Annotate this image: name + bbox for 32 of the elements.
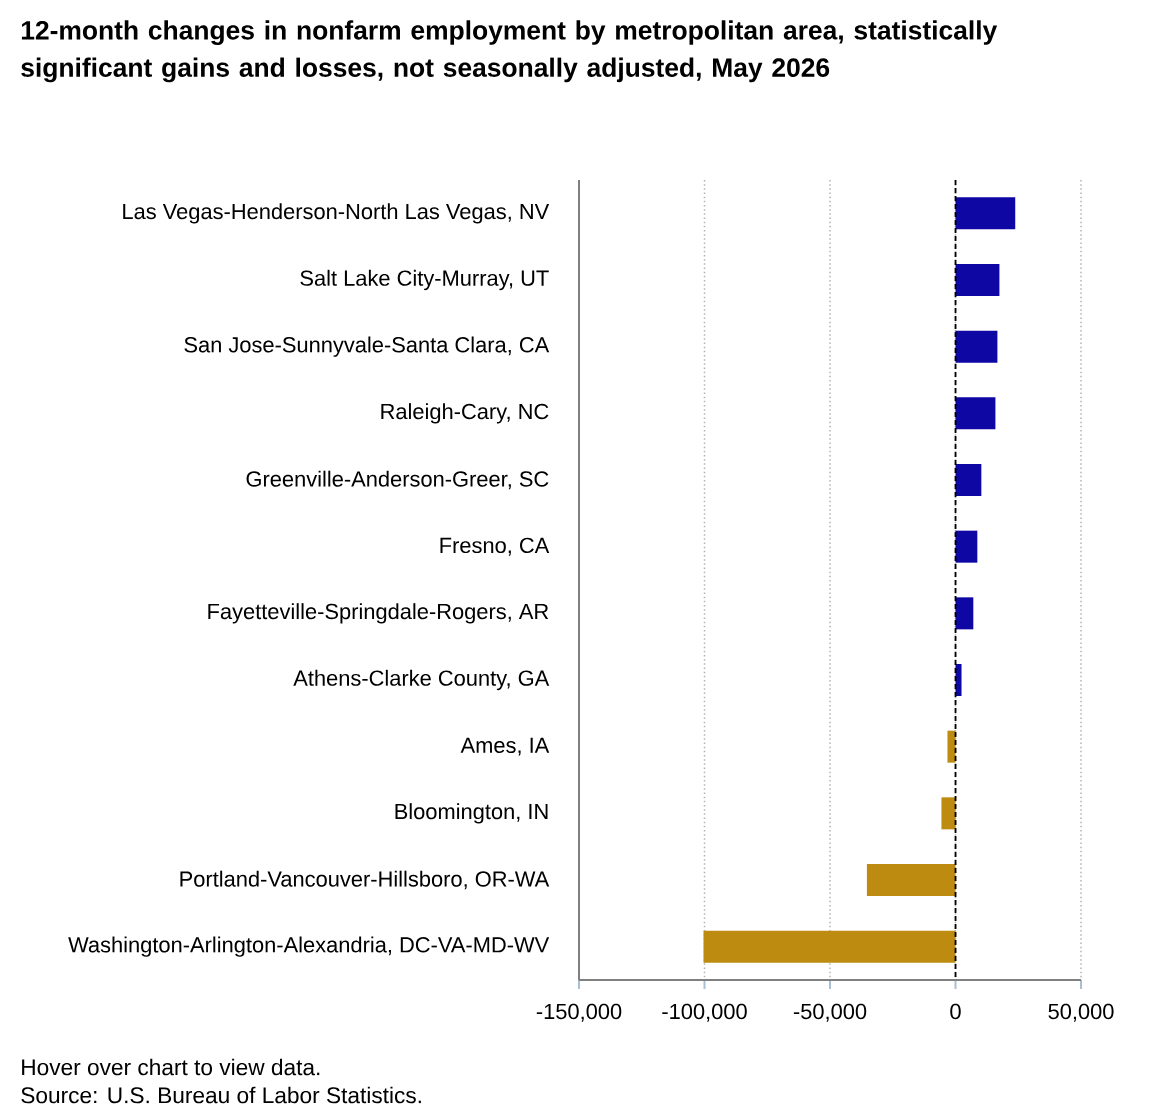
bar (955, 397, 996, 430)
y-tick-label: San Jose-Sunnyvale-Santa Clara, CA (184, 336, 550, 357)
y-tick-label: Fayetteville-Springdale-Rogers, AR (208, 603, 549, 624)
chart-title: 12-month changes in nonfarm employment by metropolitan area, statistically significant gains and losses, not seasonally adjusted, May 2026 (21, 20, 998, 83)
x-tick-label: 0 (950, 1003, 961, 1020)
bar (955, 597, 974, 630)
y-tick-label: Washington-Arlington-Alexandria, DC-VA-MD-WV (68, 936, 550, 957)
bar (955, 330, 998, 363)
bar (955, 664, 962, 697)
y-tick-label: Fresno, CA (440, 537, 550, 556)
bar (703, 930, 956, 963)
y-tick-label: Las Vegas-Henderson-North Las Vegas, NV (123, 203, 550, 224)
y-tick-label: Athens-Clarke County, GA (293, 669, 550, 691)
bar (955, 197, 1016, 230)
x-tick-label: 50,000 (1048, 1003, 1114, 1022)
y-tick-label: Greenville-Anderson-Greer, SC (246, 470, 549, 490)
y-tick-label: Ames, IA (460, 737, 550, 756)
y-tick-label: Raleigh-Cary, NC (381, 403, 549, 424)
y-tick-label: Portland-Vancouver-Hillsboro, OR-WA (180, 870, 550, 890)
x-tick-label: -100,000 (662, 1003, 747, 1022)
bar (955, 264, 1000, 297)
x-tick-label: -150,000 (536, 1003, 622, 1022)
y-tick-label: Salt Lake City-Murray, UT (300, 269, 549, 291)
bar (866, 864, 956, 897)
x-tick-label: -50,000 (793, 1003, 867, 1022)
source-note: Source: U.S. Bureau of Labor Statistics. (21, 1086, 421, 1104)
y-tick-label: Bloomington, IN (395, 803, 548, 824)
text: Hover over chart to view data. (22, 1058, 320, 1076)
bar (955, 464, 982, 497)
bar (941, 797, 956, 830)
bar (947, 730, 956, 763)
bar (955, 530, 978, 563)
